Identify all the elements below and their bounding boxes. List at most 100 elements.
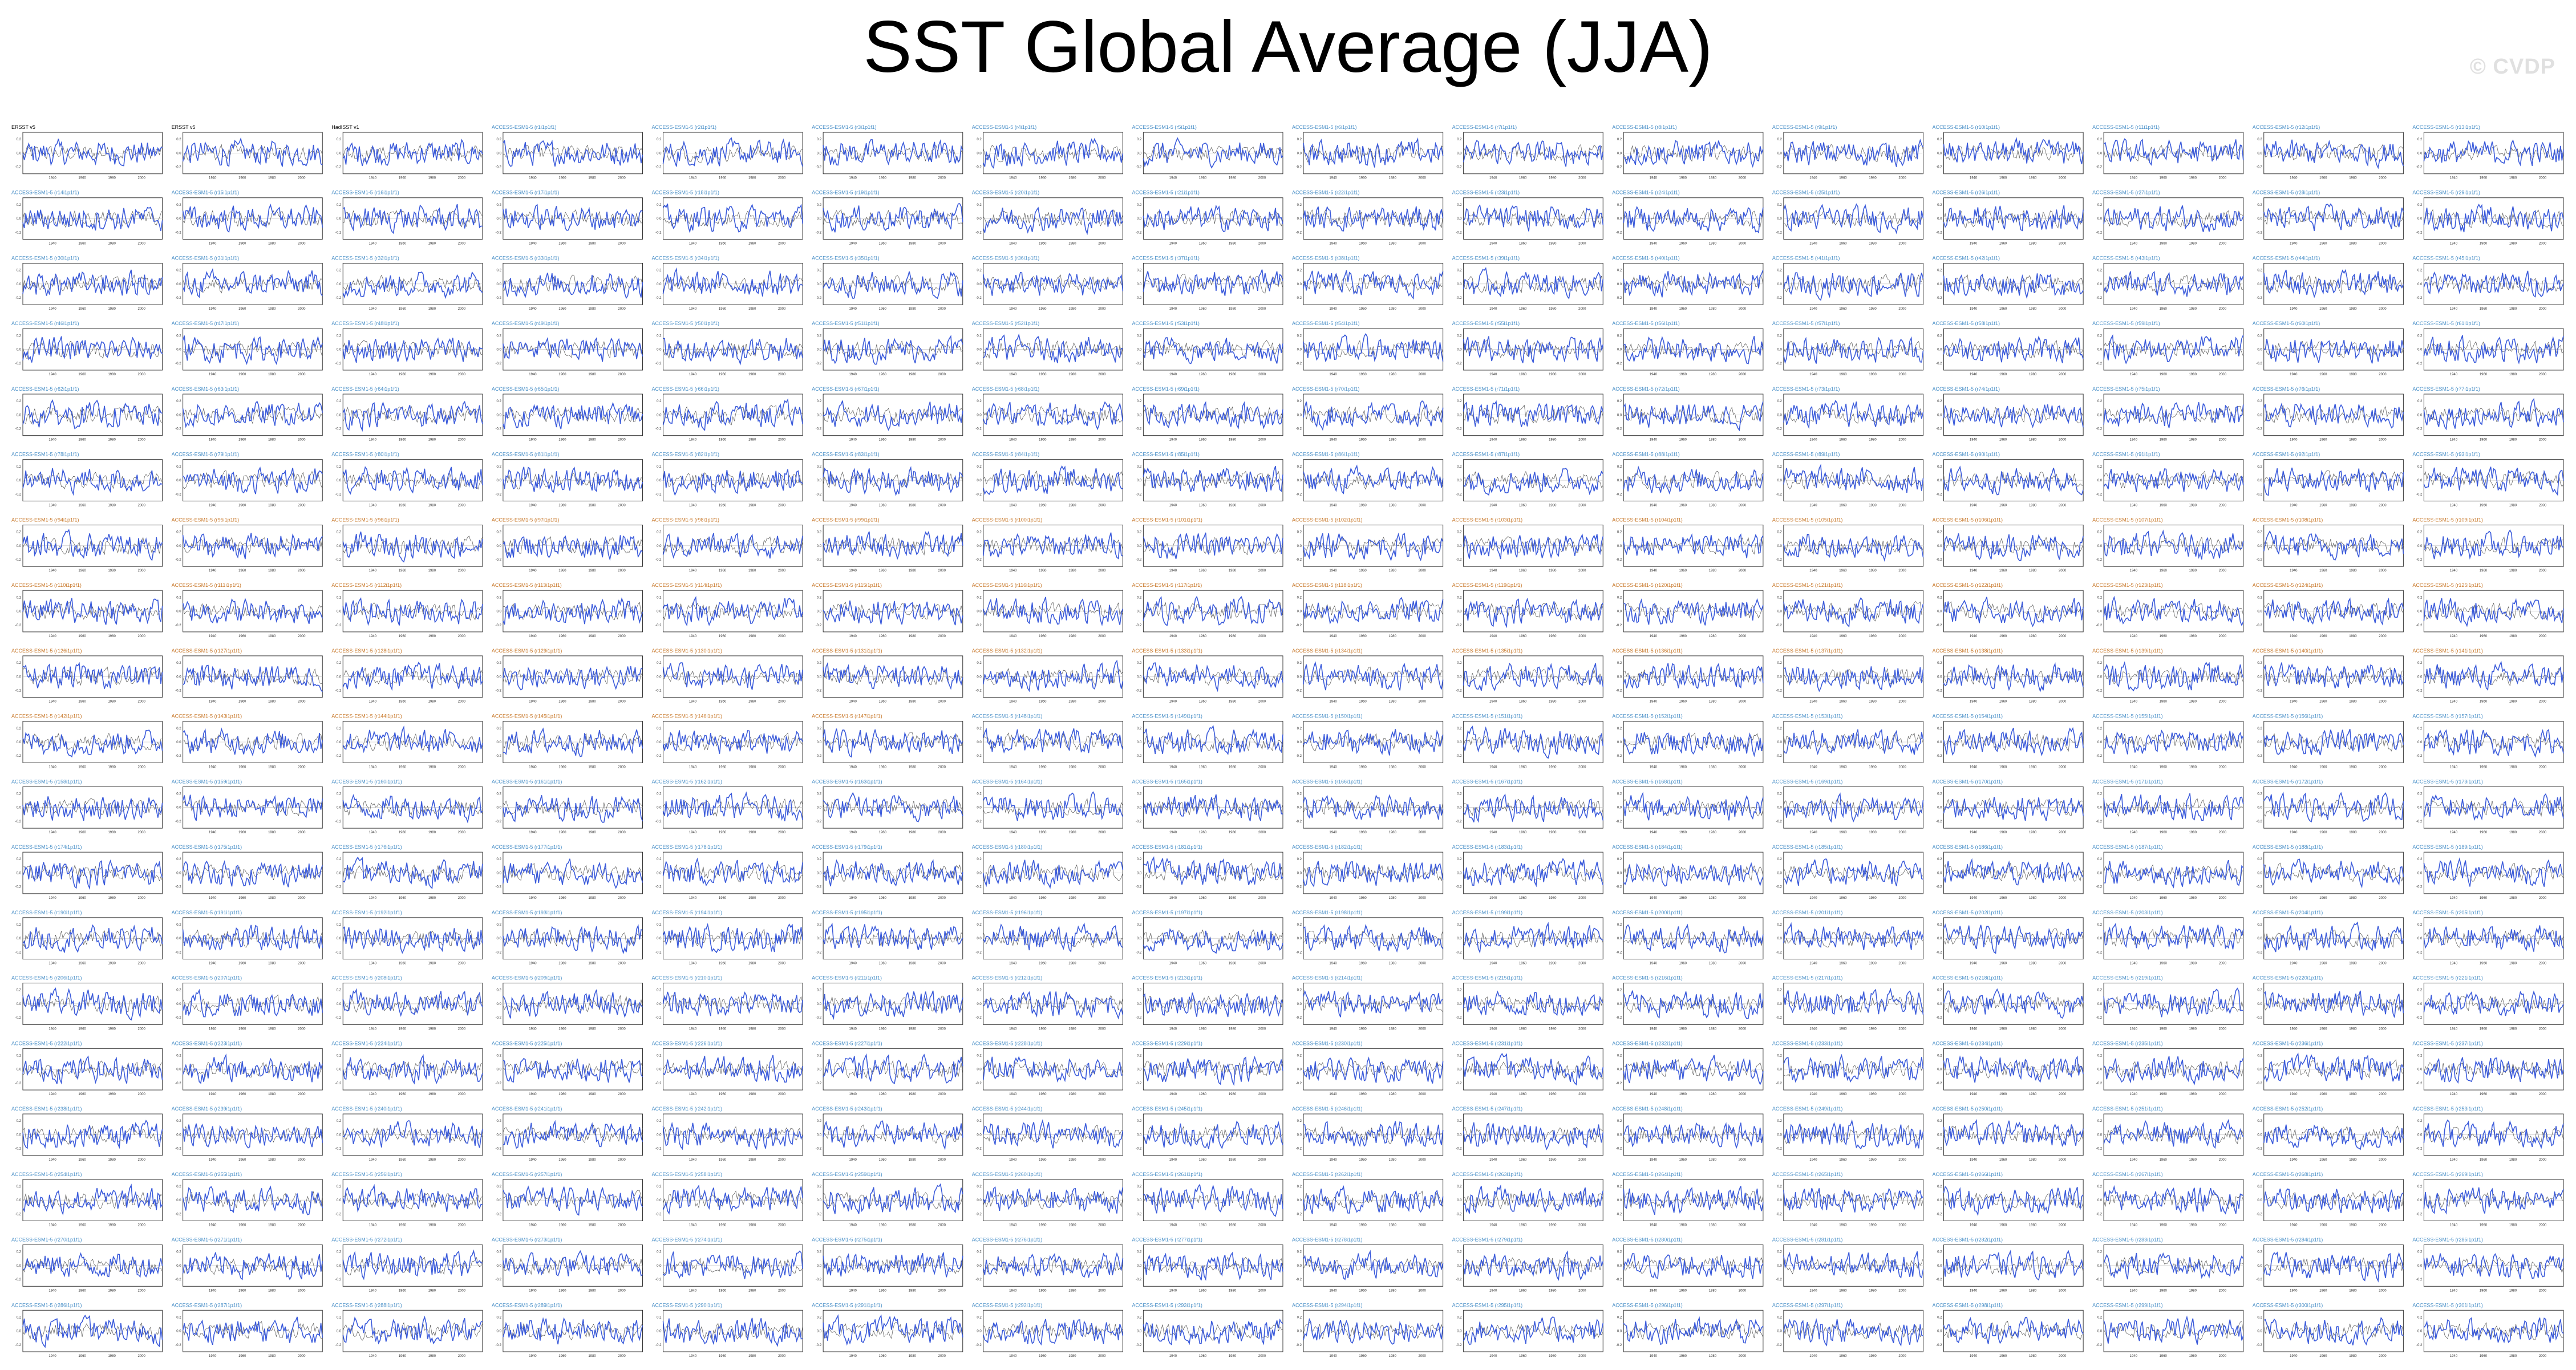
- reference-series-line: [342, 1127, 483, 1144]
- x-tick-label: 1960: [2480, 765, 2488, 769]
- x-tick-label: 1940: [849, 1158, 857, 1162]
- y-tick-label: 0.0: [817, 283, 822, 286]
- panel-title: ACCESS-ESM1-5 (r252i1p1f1): [2253, 1106, 2323, 1112]
- panel-title: ACCESS-ESM1-5 (r290i1p1f1): [652, 1302, 723, 1308]
- x-tick-label: 1940: [209, 504, 217, 507]
- primary-series-line: [2263, 1124, 2404, 1150]
- primary-series-line: [2263, 597, 2404, 626]
- reference-series-line: [2103, 1060, 2244, 1078]
- panel-title: ACCESS-ESM1-5 (r217i1p1f1): [1772, 975, 1843, 981]
- panel-title: ACCESS-ESM1-5 (r29i1p1f1): [2412, 190, 2480, 196]
- x-tick-label: 1960: [1519, 765, 1527, 769]
- primary-series-line: [983, 401, 1124, 431]
- x-tick-label: 1940: [689, 307, 697, 311]
- panel: ACCESS-ESM1-5 (r155i1p1f1)0.20.0-0.21940…: [2092, 714, 2244, 769]
- panel-title: ACCESS-ESM1-5 (r41i1p1f1): [1772, 255, 1840, 261]
- panel: ACCESS-ESM1-5 (r260i1p1f1)0.20.0-0.21940…: [972, 1172, 1124, 1227]
- y-tick-label: 0.2: [1137, 1185, 1142, 1189]
- x-tick-label: 1980: [2029, 897, 2037, 900]
- x-tick-label: 2000: [1898, 373, 1906, 376]
- x-tick-label: 2000: [938, 504, 946, 507]
- x-tick-label: 2000: [778, 373, 786, 376]
- y-tick-label: 0.2: [657, 596, 662, 599]
- primary-series-line: [503, 1250, 643, 1276]
- primary-series-line: [22, 859, 163, 890]
- y-tick-label: 0.2: [1937, 1316, 1942, 1319]
- primary-series-line: [2423, 598, 2564, 627]
- reference-series-line: [1463, 799, 1603, 817]
- x-tick-label: 1960: [2319, 504, 2327, 507]
- x-tick-label: 2000: [1578, 1355, 1586, 1358]
- y-tick-label: -0.2: [1456, 493, 1462, 496]
- y-tick-label: 0.2: [337, 792, 342, 796]
- y-tick-label: 0.0: [2257, 937, 2262, 941]
- y-tick-label: 0.0: [1297, 937, 1302, 941]
- x-tick-label: 1960: [78, 962, 86, 966]
- panel: ACCESS-ESM1-5 (r234i1p1f1)0.20.0-0.21940…: [1933, 1040, 2084, 1096]
- y-tick-label: 0.0: [2257, 741, 2262, 744]
- y-tick-label: 0.0: [1937, 610, 1942, 614]
- x-tick-label: 1940: [529, 962, 537, 966]
- y-tick-label: 0.0: [1137, 741, 1142, 744]
- panel: ACCESS-ESM1-5 (r223i1p1f1)0.20.0-0.21940…: [172, 1040, 323, 1096]
- y-tick-label: -0.2: [335, 755, 342, 758]
- panel-title: ACCESS-ESM1-5 (r118i1p1f1): [1292, 582, 1362, 588]
- x-tick-label: 2000: [458, 1355, 466, 1358]
- reference-series-line: [823, 732, 963, 750]
- y-tick-label: -0.2: [2096, 166, 2103, 169]
- panel: ACCESS-ESM1-5 (r273i1p1f1)0.20.0-0.21940…: [492, 1237, 643, 1292]
- y-tick-label: 0.0: [17, 283, 22, 286]
- x-tick-label: 1980: [588, 1158, 596, 1162]
- primary-series-line: [1943, 205, 2084, 232]
- x-tick-label: 2000: [778, 1093, 786, 1096]
- x-tick-label: 2000: [1898, 1027, 1906, 1031]
- y-tick-label: 0.2: [2097, 334, 2103, 338]
- x-tick-label: 1940: [529, 569, 537, 573]
- x-tick-label: 1980: [1229, 242, 1237, 245]
- panel-title: ACCESS-ESM1-5 (r202i1p1f1): [1933, 910, 2003, 915]
- panel: ACCESS-ESM1-5 (r181i1p1f1)0.20.0-0.21940…: [1132, 844, 1283, 900]
- reference-series-line: [1623, 342, 1764, 357]
- y-tick-label: -0.2: [1936, 166, 1942, 169]
- primary-series-line: [1303, 923, 1444, 953]
- x-tick-label: 1960: [2480, 242, 2488, 245]
- panel: ACCESS-ESM1-5 (r203i1p1f1)0.20.0-0.21940…: [2092, 910, 2244, 966]
- reference-series-line: [2263, 1256, 2404, 1272]
- x-tick-label: 1960: [2319, 177, 2327, 180]
- panel: ACCESS-ESM1-5 (r261i1p1f1)0.20.0-0.21940…: [1132, 1172, 1283, 1227]
- x-tick-label: 1940: [2450, 1289, 2458, 1292]
- y-tick-label: 0.0: [2097, 1264, 2103, 1268]
- y-tick-label: -0.2: [1616, 755, 1622, 758]
- y-tick-label: 0.0: [817, 937, 822, 941]
- x-tick-label: 1940: [2450, 1224, 2458, 1227]
- x-tick-label: 2000: [1419, 765, 1427, 769]
- x-tick-label: 1980: [428, 1093, 436, 1096]
- y-tick-label: 0.2: [817, 1251, 822, 1254]
- y-tick-label: 0.0: [657, 152, 662, 155]
- reference-series-line: [503, 733, 643, 751]
- x-tick-label: 1980: [428, 1289, 436, 1292]
- x-tick-label: 1940: [1970, 765, 1978, 769]
- x-tick-label: 2000: [298, 831, 306, 834]
- y-tick-label: 0.2: [1617, 1185, 1622, 1189]
- y-tick-label: 0.0: [17, 937, 22, 941]
- panel-title: ACCESS-ESM1-5 (r183i1p1f1): [1452, 844, 1523, 850]
- y-tick-label: 0.2: [17, 1120, 22, 1123]
- x-tick-label: 1940: [2450, 439, 2458, 442]
- y-tick-label: -0.2: [1616, 1213, 1622, 1216]
- y-tick-label: 0.2: [817, 662, 822, 665]
- y-tick-label: -0.2: [975, 166, 982, 169]
- panel-title: ACCESS-ESM1-5 (r115i1p1f1): [812, 582, 882, 588]
- y-tick-label: 0.0: [1777, 479, 1783, 483]
- y-tick-label: 0.2: [1297, 596, 1302, 599]
- y-tick-label: -0.2: [2416, 558, 2423, 562]
- panel-title: ACCESS-ESM1-5 (r59i1p1f1): [2092, 321, 2160, 326]
- y-tick-label: 0.0: [1937, 872, 1942, 875]
- y-tick-label: 0.2: [657, 727, 662, 731]
- primary-series-line: [2103, 661, 2244, 692]
- primary-series-line: [2424, 660, 2564, 691]
- y-tick-label: 0.2: [2257, 204, 2262, 207]
